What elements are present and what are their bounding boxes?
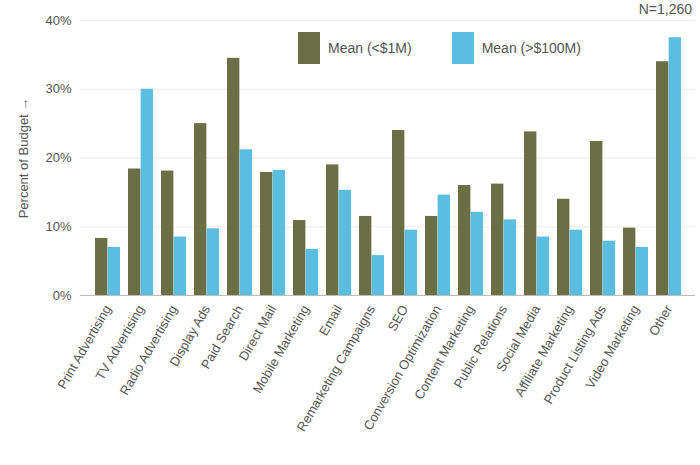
svg-text:Radio Advertising: Radio Advertising [117, 303, 181, 398]
svg-text:Email: Email [316, 302, 345, 338]
svg-text:Mobile Marketing: Mobile Marketing [250, 303, 312, 396]
svg-text:Product Listing Ads: Product Listing Ads [540, 302, 610, 407]
svg-text:40%: 40% [45, 13, 71, 28]
svg-text:Other: Other [646, 302, 676, 338]
svg-text:10%: 10% [45, 219, 71, 234]
html-text:Mean (>$100M): Mean (>$100M) [481, 40, 581, 56]
svg-text:Video Marketing: Video Marketing [582, 303, 642, 392]
svg-text:Social Media: Social Media [493, 302, 544, 375]
svg-text:Content Marketing: Content Marketing [411, 303, 477, 403]
svg-text:Affiliate Marketing: Affiliate Marketing [512, 303, 577, 400]
html-text:Mean (<$1M): Mean (<$1M) [328, 40, 412, 56]
svg-text:30%: 30% [45, 81, 71, 96]
svg-text:Public Relations: Public Relations [451, 302, 511, 391]
svg-text:Display Ads: Display Ads [166, 302, 214, 369]
svg-text:SEO: SEO [384, 303, 411, 334]
html-text:N=1,260: N=1,260 [638, 1, 692, 17]
svg-text:Direct Mail: Direct Mail [235, 302, 280, 364]
svg-text:20%: 20% [45, 150, 71, 165]
svg-text:Remarketing Campaigns: Remarketing Campaigns [293, 302, 379, 434]
svg-text:Percent of Budget →: Percent of Budget → [16, 98, 31, 219]
svg-text:Conversion Optimization: Conversion Optimization [360, 302, 445, 433]
svg-text:0%: 0% [53, 288, 72, 303]
svg-text:Paid Search: Paid Search [198, 303, 246, 372]
svg-text:Print Advertising: Print Advertising [54, 302, 115, 392]
svg-text:TV Advertising: TV Advertising [92, 302, 148, 383]
